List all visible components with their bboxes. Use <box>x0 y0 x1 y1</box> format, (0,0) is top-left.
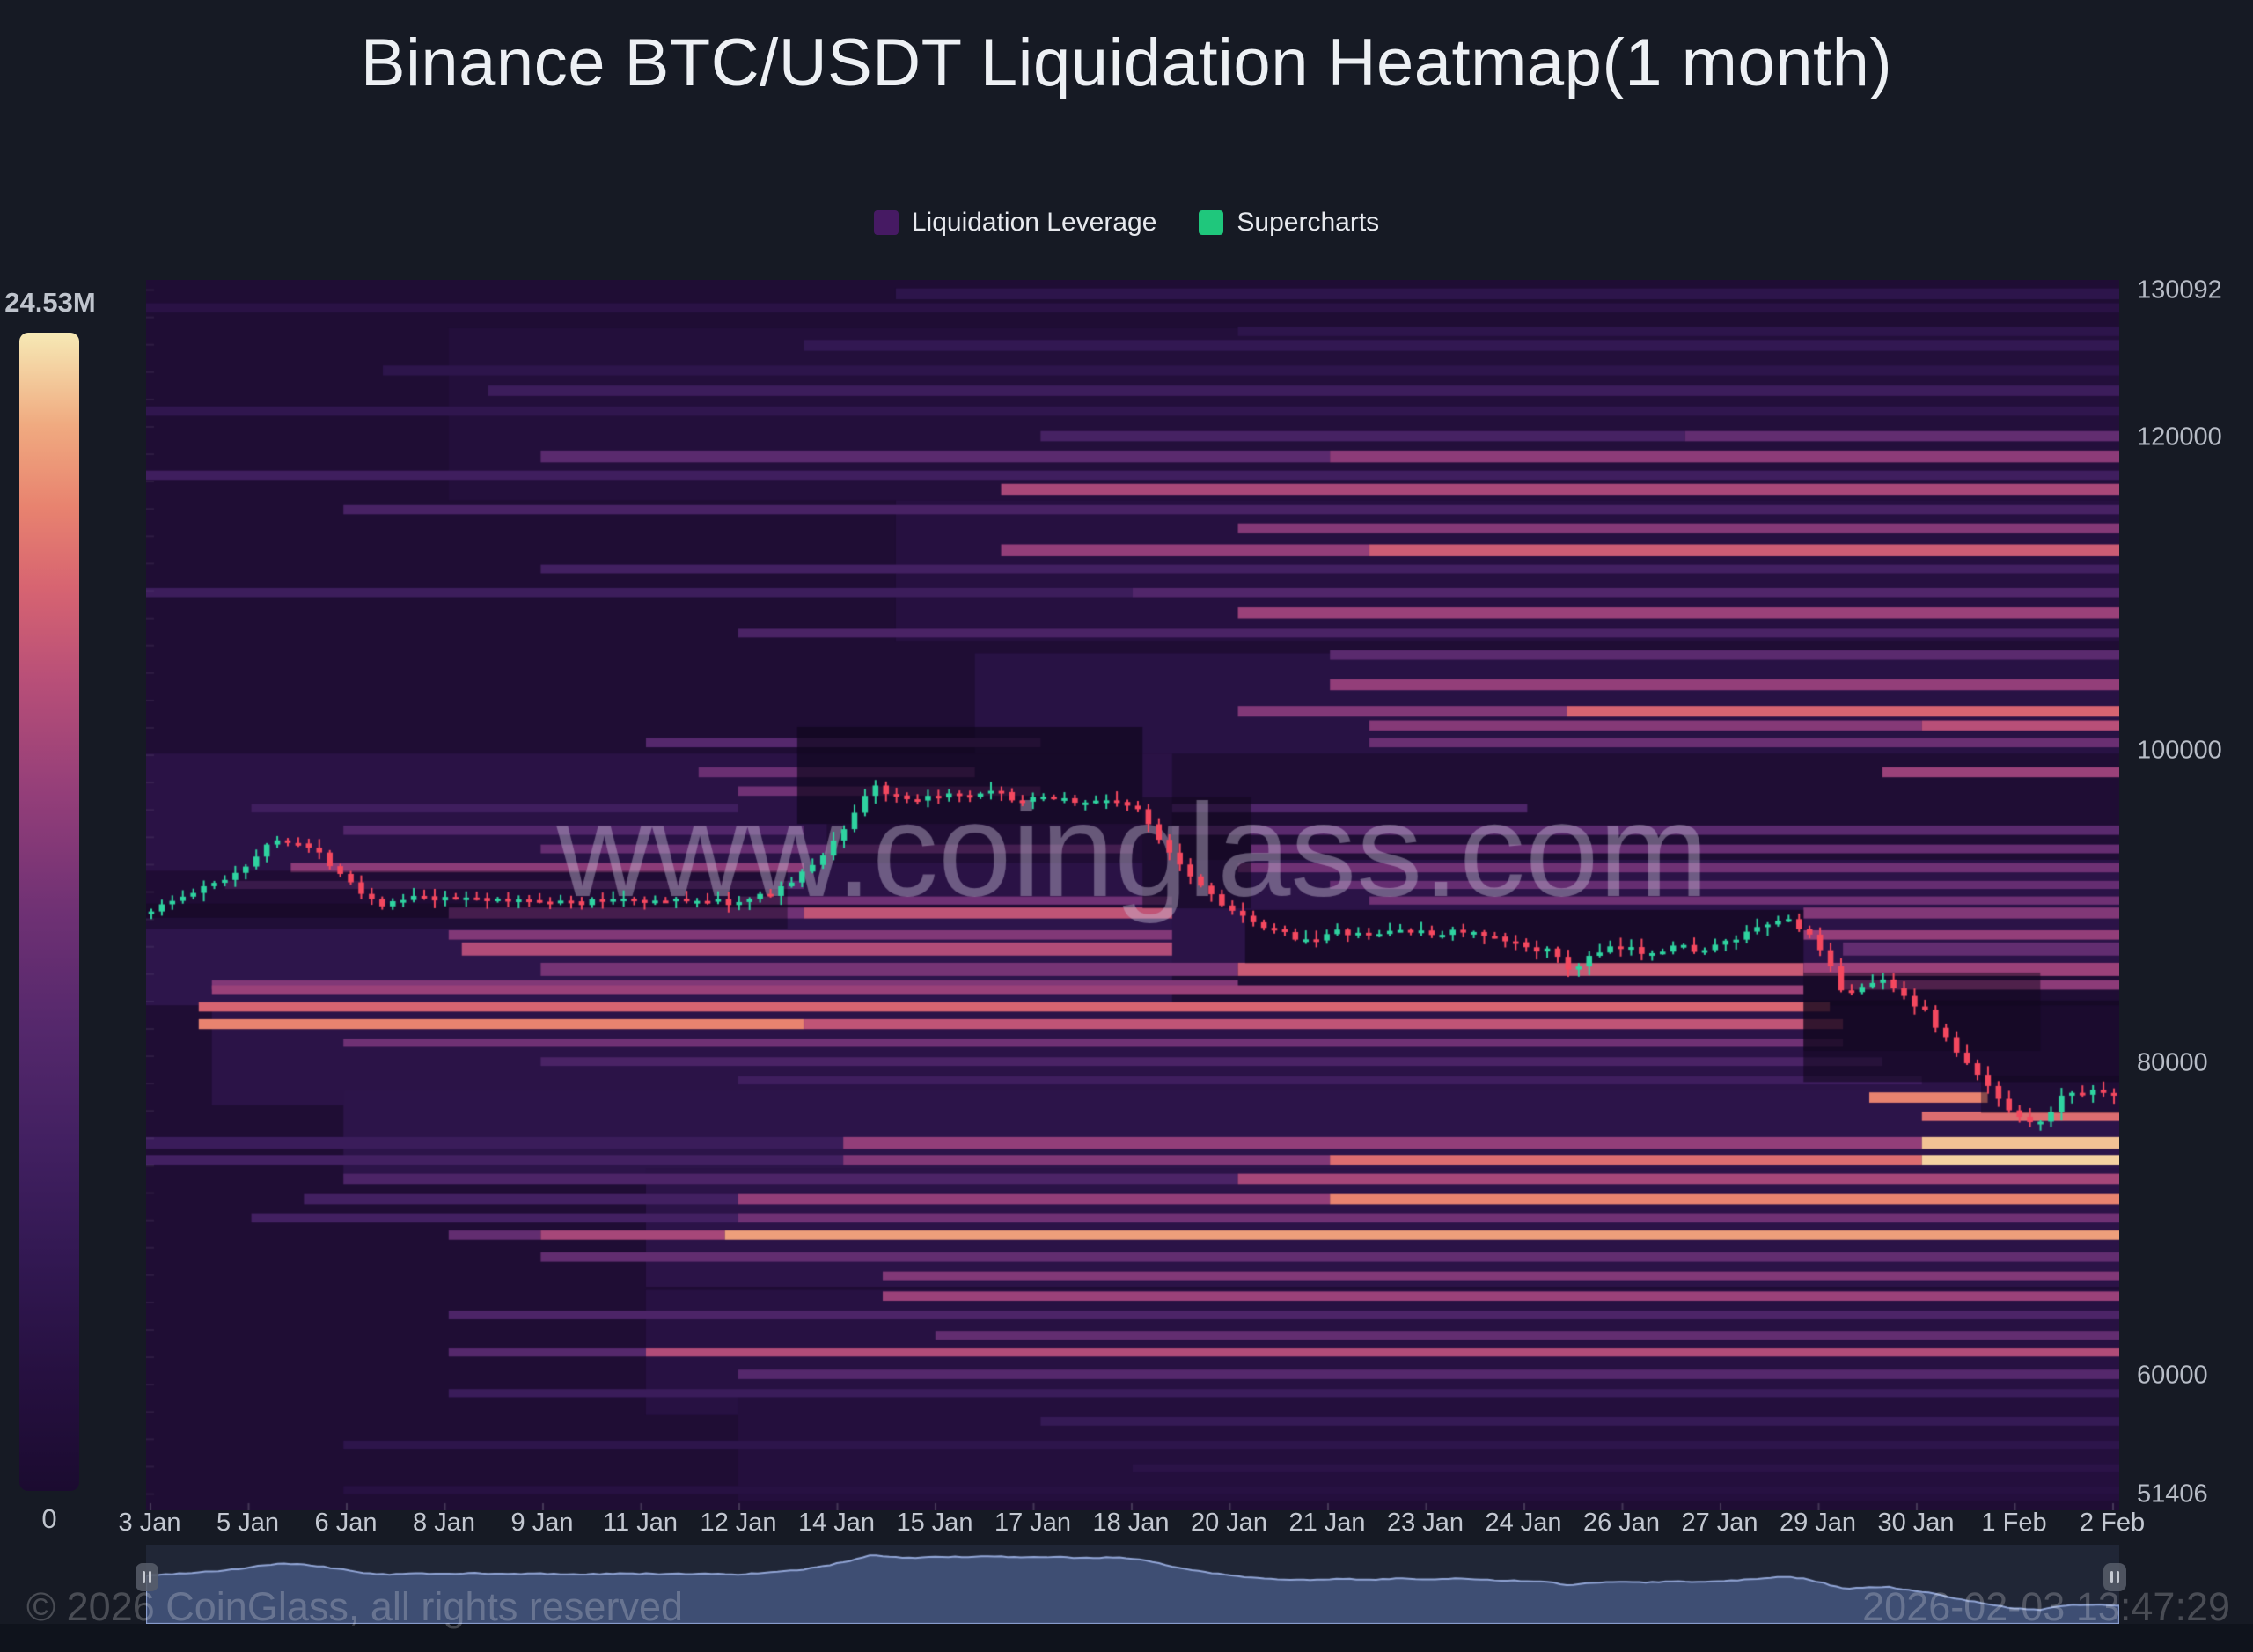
bottom-scrollbar[interactable] <box>0 1624 2253 1652</box>
legend-item-supercharts[interactable]: Supercharts <box>1199 208 1379 238</box>
date-axis-label: 27 Jan <box>1681 1509 1758 1537</box>
navigator-handle-left[interactable] <box>136 1563 158 1591</box>
price-axis-label: 51406 <box>2137 1479 2208 1509</box>
legend-item-liquidation-leverage[interactable]: Liquidation Leverage <box>873 208 1157 238</box>
price-axis-label: 100000 <box>2137 736 2222 765</box>
date-axis-label: 23 Jan <box>1386 1509 1464 1537</box>
legend-label: Supercharts <box>1237 208 1380 237</box>
date-axis-label: 1 Feb <box>1981 1509 2047 1537</box>
date-axis-label: 11 Jan <box>603 1509 678 1537</box>
date-axis-label: 14 Jan <box>797 1509 876 1537</box>
navigator-canvas[interactable] <box>146 1545 2119 1624</box>
legend-label: Liquidation Leverage <box>911 208 1157 237</box>
date-axis-label: 26 Jan <box>1582 1509 1661 1537</box>
date-axis-label: 8 Jan <box>413 1509 475 1537</box>
timestamp-text: 2026-02-03 13:47:29 <box>1862 1584 2230 1629</box>
date-axis-label: 21 Jan <box>1288 1509 1366 1537</box>
date-axis-label: 20 Jan <box>1190 1509 1268 1537</box>
colorbar-min-label: 0 <box>41 1503 57 1534</box>
date-axis-label: 6 Jan <box>314 1509 378 1537</box>
price-axis-label: 60000 <box>2137 1361 2208 1390</box>
date-axis-label: 18 Jan <box>1092 1509 1170 1537</box>
price-axis-label: 80000 <box>2137 1048 2208 1077</box>
navigator-handle-right[interactable] <box>2103 1563 2126 1591</box>
date-axis-label: 15 Jan <box>896 1509 973 1537</box>
price-axis-label: 130092 <box>2137 275 2222 305</box>
price-axis-label: 120000 <box>2137 422 2222 452</box>
date-axis-label: 2 Feb <box>2079 1509 2146 1537</box>
date-axis-label: 24 Jan <box>1485 1509 1562 1537</box>
date-axis-label: 12 Jan <box>700 1509 777 1537</box>
date-axis-label: 29 Jan <box>1779 1509 1857 1537</box>
copyright-text: © 2026 CoinGlass, all rights reserved <box>26 1584 683 1629</box>
date-axis-label: 30 Jan <box>1877 1509 1955 1537</box>
page-title: Binance BTC/USDT Liquidation Heatmap(1 m… <box>360 26 1893 100</box>
date-axis-label: 3 Jan <box>118 1509 181 1537</box>
date-axis-label: 17 Jan <box>994 1509 1072 1537</box>
colorbar-max-label: 24.53M <box>4 287 96 318</box>
chart-legend: Liquidation Leverage Supercharts <box>0 208 2253 238</box>
date-axis-label: 9 Jan <box>510 1509 574 1537</box>
colorbar-gradient <box>19 333 79 1491</box>
date-axis-label: 5 Jan <box>216 1509 279 1537</box>
legend-swatch-green-icon <box>1199 210 1224 235</box>
legend-swatch-purple-icon <box>873 210 899 235</box>
heatmap-canvas[interactable] <box>146 280 2119 1510</box>
